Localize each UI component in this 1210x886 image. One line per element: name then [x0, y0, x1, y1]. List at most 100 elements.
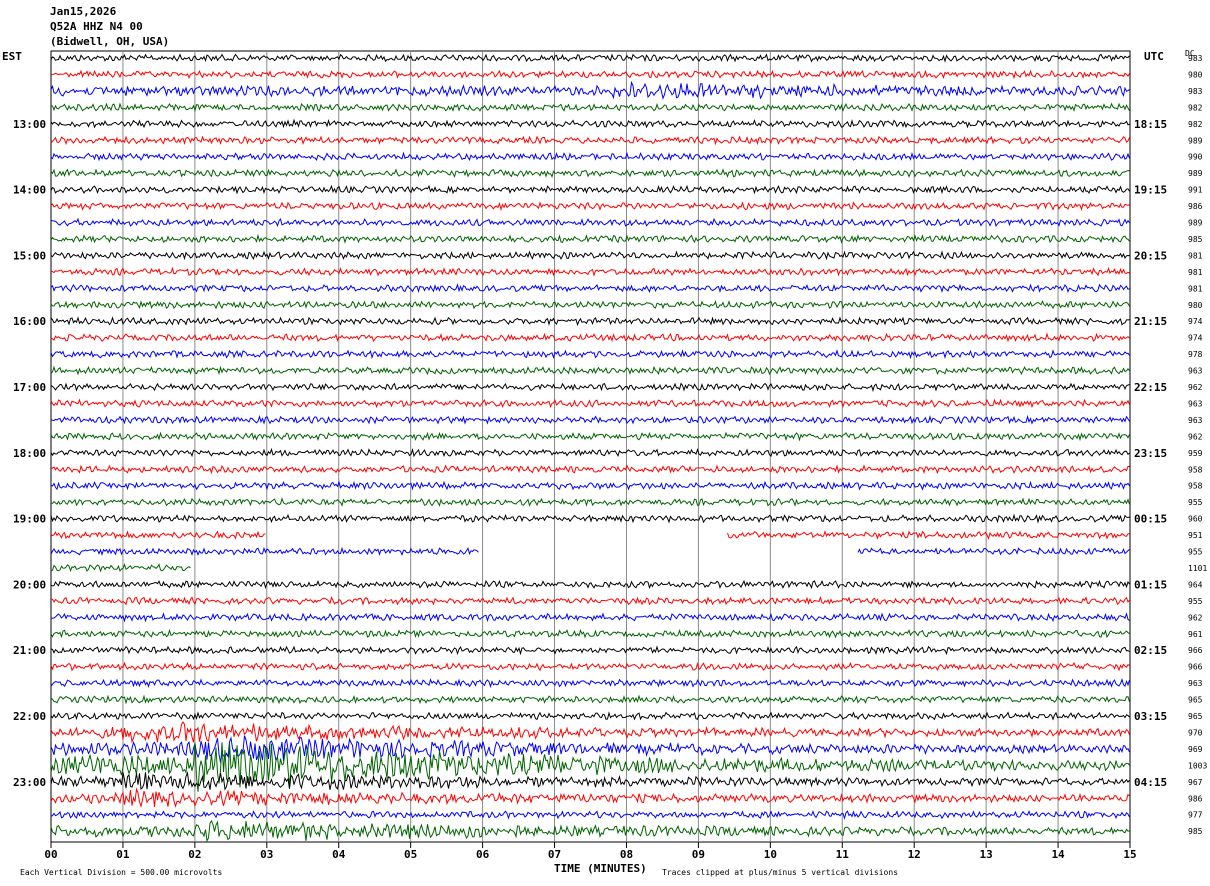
- right-time-label: 02:15: [1134, 644, 1167, 657]
- x-tick-label: 02: [188, 848, 201, 861]
- dc-offset-label: 991: [1188, 186, 1203, 195]
- right-time-label: 01:15: [1134, 578, 1167, 591]
- right-timezone-label: UTC: [1144, 50, 1164, 63]
- seismic-trace: [50, 661, 1130, 672]
- dc-offset-label: 989: [1188, 219, 1203, 228]
- dc-offset-label: 1003: [1188, 761, 1207, 770]
- seismic-trace: [50, 612, 1130, 623]
- right-time-label: 18:15: [1134, 118, 1167, 131]
- right-time-label: 20:15: [1134, 249, 1167, 262]
- chart-date: Jan15,2026: [50, 5, 117, 18]
- seismic-trace: [50, 118, 1130, 129]
- clip-note: Traces clipped at plus/minus 5 vertical …: [662, 868, 899, 877]
- dc-offset-label: 966: [1188, 646, 1203, 655]
- dc-offset-label: 965: [1188, 712, 1203, 721]
- left-time-label: 20:00: [13, 578, 46, 591]
- right-time-label: 21:15: [1134, 315, 1167, 328]
- dc-offset-label: 951: [1188, 531, 1203, 540]
- right-time-label: 00:15: [1134, 513, 1167, 526]
- seismic-trace: [50, 628, 1130, 639]
- seismic-trace: [50, 530, 266, 540]
- dc-offset-label: 970: [1188, 728, 1203, 737]
- seismic-trace: [50, 678, 1130, 689]
- left-time-label: 14:00: [13, 184, 46, 197]
- seismic-trace: [50, 233, 1130, 244]
- dc-offset-label: 986: [1188, 202, 1203, 211]
- dc-offset-label: 959: [1188, 449, 1203, 458]
- dc-offset-label: 969: [1188, 745, 1203, 754]
- seismic-trace: [50, 546, 479, 557]
- dc-offset-label: 981: [1188, 284, 1203, 293]
- seismic-trace: [50, 135, 1130, 146]
- dc-offset-label: 1101: [1188, 564, 1207, 573]
- seismic-trace: [50, 721, 1130, 744]
- x-tick-label: 01: [116, 848, 130, 861]
- dc-offset-label: 981: [1188, 251, 1203, 260]
- seismic-trace: [50, 431, 1130, 442]
- right-time-label: 22:15: [1134, 381, 1167, 394]
- dc-offset-label: 962: [1188, 613, 1203, 622]
- dc-offset-label: 958: [1188, 482, 1203, 491]
- seismic-trace: [50, 217, 1130, 228]
- seismic-trace: [50, 771, 1130, 791]
- seismic-trace: [50, 151, 1130, 162]
- left-time-label: 16:00: [13, 315, 46, 328]
- x-tick-label: 15: [1123, 848, 1136, 861]
- seismic-trace: [50, 414, 1130, 425]
- x-tick-label: 09: [692, 848, 705, 861]
- dc-offset-label: 961: [1188, 630, 1203, 639]
- seismic-trace: [50, 300, 1130, 310]
- seismic-trace: [50, 266, 1130, 277]
- dc-offset-label: 974: [1188, 334, 1203, 343]
- seismic-trace: [50, 563, 191, 573]
- seismic-trace: [50, 742, 1130, 792]
- dc-offset-label: 974: [1188, 317, 1203, 326]
- x-tick-label: 07: [548, 848, 561, 861]
- seismic-trace: [50, 464, 1130, 475]
- seismic-trace: [50, 69, 1130, 80]
- dc-offset-label: 958: [1188, 465, 1203, 474]
- left-time-label: 18:00: [13, 447, 46, 460]
- dc-header-label: DC: [1185, 49, 1195, 58]
- right-time-label: 04:15: [1134, 776, 1167, 789]
- seismic-trace: [727, 530, 1130, 540]
- x-tick-label: 08: [620, 848, 633, 861]
- seismic-trace: [50, 184, 1130, 195]
- seismic-trace: [50, 365, 1130, 376]
- dc-offset-label: 962: [1188, 383, 1203, 392]
- left-time-label: 23:00: [13, 776, 46, 789]
- seismic-trace: [50, 497, 1130, 507]
- right-time-label: 19:15: [1134, 184, 1167, 197]
- seismic-trace: [857, 546, 1130, 556]
- dc-offset-label: 955: [1188, 597, 1203, 606]
- seismic-trace: [50, 787, 1130, 809]
- right-time-label: 23:15: [1134, 447, 1167, 460]
- x-tick-label: 03: [260, 848, 273, 861]
- dc-offset-label: 990: [1188, 153, 1203, 162]
- dc-offset-label: 963: [1188, 399, 1203, 408]
- dc-offset-label: 977: [1188, 811, 1203, 820]
- x-tick-label: 10: [764, 848, 777, 861]
- seismic-trace: [50, 283, 1130, 294]
- left-time-label: 15:00: [13, 249, 46, 262]
- station-code: Q52A HHZ N4 00: [50, 20, 143, 33]
- dc-offset-label: 978: [1188, 350, 1203, 359]
- seismic-trace: [50, 332, 1130, 343]
- seismic-trace: [50, 447, 1130, 458]
- plot-frame: [50, 50, 1131, 843]
- dc-offset-label: 963: [1188, 416, 1203, 425]
- dc-offset-label: 960: [1188, 515, 1203, 524]
- x-tick-label: 14: [1051, 848, 1065, 861]
- seismic-trace: [50, 810, 1130, 820]
- seismic-trace: [50, 250, 1130, 261]
- left-time-label: 19:00: [13, 513, 46, 526]
- right-time-label: 03:15: [1134, 710, 1167, 723]
- seismic-trace: [50, 168, 1130, 179]
- dc-offset-label: 983: [1188, 87, 1203, 96]
- seismic-trace: [50, 579, 1130, 590]
- dc-offset-label: 982: [1188, 120, 1203, 129]
- dc-offset-label: 966: [1188, 663, 1203, 672]
- x-tick-label: 12: [908, 848, 921, 861]
- left-timezone-label: EST: [2, 50, 22, 63]
